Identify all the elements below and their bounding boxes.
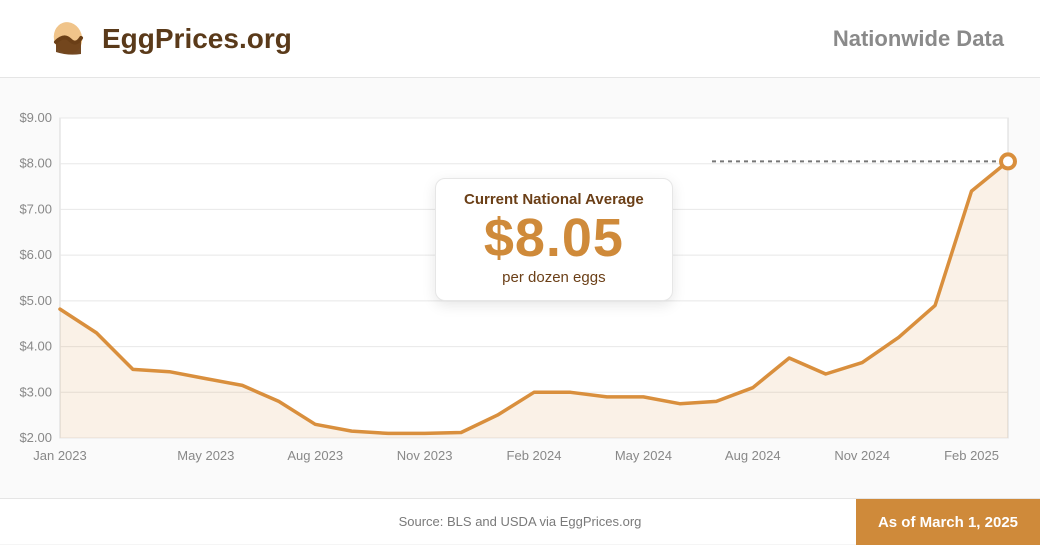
svg-text:$4.00: $4.00	[19, 339, 52, 354]
svg-text:May 2023: May 2023	[177, 448, 234, 463]
chart-area: $2.00 $3.00 $4.00 $5.00 $6.00 $7.00 $8.00 $9.00…	[0, 78, 1040, 498]
svg-text:Jan 2023: Jan 2023	[33, 448, 87, 463]
svg-text:$2.00: $2.00	[19, 430, 52, 445]
price-card-value: $8.05	[464, 210, 644, 267]
svg-text:Nov 2024: Nov 2024	[834, 448, 890, 463]
egg-logo-icon	[48, 16, 88, 61]
svg-text:May 2024: May 2024	[615, 448, 672, 463]
footer-source-text: Source: BLS and USDA via EggPrices.org	[399, 514, 642, 529]
svg-text:$8.00: $8.00	[19, 156, 52, 171]
brand-title: EggPrices.org	[102, 23, 292, 55]
svg-text:Feb 2024: Feb 2024	[507, 448, 562, 463]
price-callout-card: Current National Average $8.05 per dozen…	[435, 178, 673, 301]
svg-text:Aug 2024: Aug 2024	[725, 448, 781, 463]
header-bar: EggPrices.org Nationwide Data	[0, 0, 1040, 78]
svg-text:Feb 2025: Feb 2025	[944, 448, 999, 463]
svg-text:$5.00: $5.00	[19, 293, 52, 308]
header-right-label: Nationwide Data	[833, 26, 1004, 52]
svg-text:$3.00: $3.00	[19, 384, 52, 399]
brand-block: EggPrices.org	[48, 16, 292, 61]
price-card-unit: per dozen eggs	[464, 269, 644, 286]
svg-text:Aug 2023: Aug 2023	[287, 448, 343, 463]
svg-text:Nov 2023: Nov 2023	[397, 448, 453, 463]
svg-text:$7.00: $7.00	[19, 201, 52, 216]
page-root: EggPrices.org Nationwide Data $2.00 $3.00…	[0, 0, 1040, 544]
svg-text:$9.00: $9.00	[19, 110, 52, 125]
footer-bar: Source: BLS and USDA via EggPrices.org A…	[0, 498, 1040, 544]
svg-text:$6.00: $6.00	[19, 247, 52, 262]
footer-date-badge: As of March 1, 2025	[856, 499, 1040, 545]
price-card-title: Current National Average	[464, 191, 644, 208]
